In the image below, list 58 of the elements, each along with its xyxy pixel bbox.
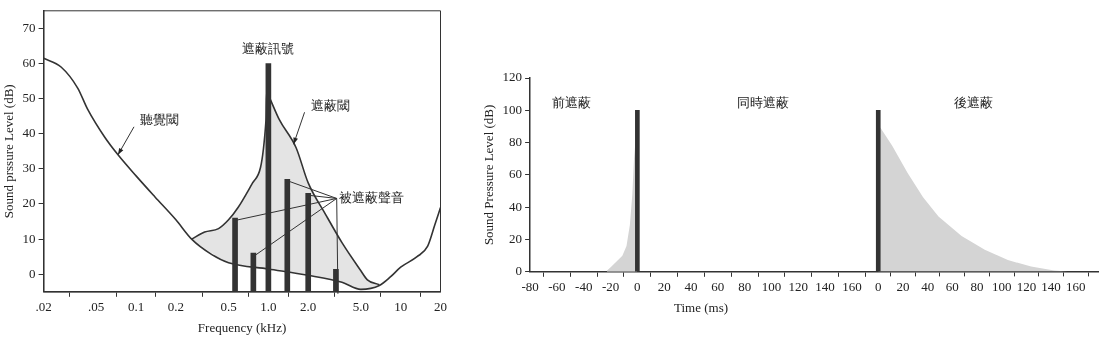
x-axis-title: Time (ms) [674,299,729,315]
y-tick-label: 30 [22,160,36,176]
annotation: 同時遮蔽 [736,94,789,110]
x-tick-label: 140 [1041,278,1061,294]
y-axis-title: Sound Pressure Level (dB) [481,104,497,246]
annotation: 遮蔽訊號 [242,40,295,56]
x-tick-label: 0 [634,279,641,295]
y-tick-label: 40 [22,125,36,141]
x-tick-label: 0.1 [127,299,145,315]
x-tick-label: -40 [575,279,593,295]
x-tick-label: 40 [921,278,935,294]
x-tick-label: .05 [88,299,105,315]
x-tick-label: 5.0 [352,299,369,315]
annotation: 聽覺閾 [140,112,180,128]
x-tick-label: -80 [521,279,539,295]
y-tick-label: 0 [29,265,36,281]
x-tick-label: 120 [788,279,809,295]
x-tick-label: 80 [970,278,984,294]
annotation: 被遮蔽聲音 [338,189,404,205]
y-tick-label: 40 [509,198,523,214]
x-tick-label: 0.2 [167,299,185,315]
x-tick-label: 0.5 [220,299,237,315]
x-axis-title: Frequency (kHz) [197,319,287,335]
x-tick-label: 20 [657,279,671,295]
x-tick-label: 2.0 [300,299,317,315]
y-tick-label: 70 [22,19,36,35]
x-tick-label: .02 [35,299,52,315]
x-tick-label: 20 [434,299,447,315]
annotation: 後遮蔽 [954,94,994,110]
x-tick-label: 120 [1016,278,1037,294]
x-tick-label: -60 [548,279,566,295]
x-tick-label: 0 [875,278,882,294]
y-tick-label: 100 [502,101,523,117]
x-tick-label: 40 [684,279,698,295]
x-tick-label: 160 [1066,278,1086,294]
y-tick-label: 80 [509,134,523,150]
y-tick-label: 20 [22,195,36,211]
x-tick-label: 140 [815,279,835,295]
x-tick-label: 160 [842,279,862,295]
annotation: 遮蔽閾 [311,97,351,113]
x-tick-label: -20 [601,279,620,295]
x-tick-label: 60 [711,279,725,295]
x-tick-label: 100 [761,279,782,295]
y-tick-label: 50 [22,90,36,106]
y-tick-label: 0 [515,263,523,279]
y-tick-label: 60 [509,166,523,182]
y-tick-label: 10 [22,230,36,246]
annotation: 前遮蔽 [551,94,591,110]
x-tick-label: 20 [896,278,910,294]
x-tick-label: 80 [738,279,752,295]
x-tick-label: 10 [394,299,408,315]
x-tick-label: 100 [991,278,1012,294]
y-tick-label: 120 [502,69,523,85]
x-tick-label: 1.0 [260,299,277,315]
y-tick-label: 20 [509,230,523,246]
x-tick-label: 60 [945,278,959,294]
y-axis-title: Sound prssure Level (dB) [1,84,17,219]
y-tick-label: 60 [22,54,36,70]
